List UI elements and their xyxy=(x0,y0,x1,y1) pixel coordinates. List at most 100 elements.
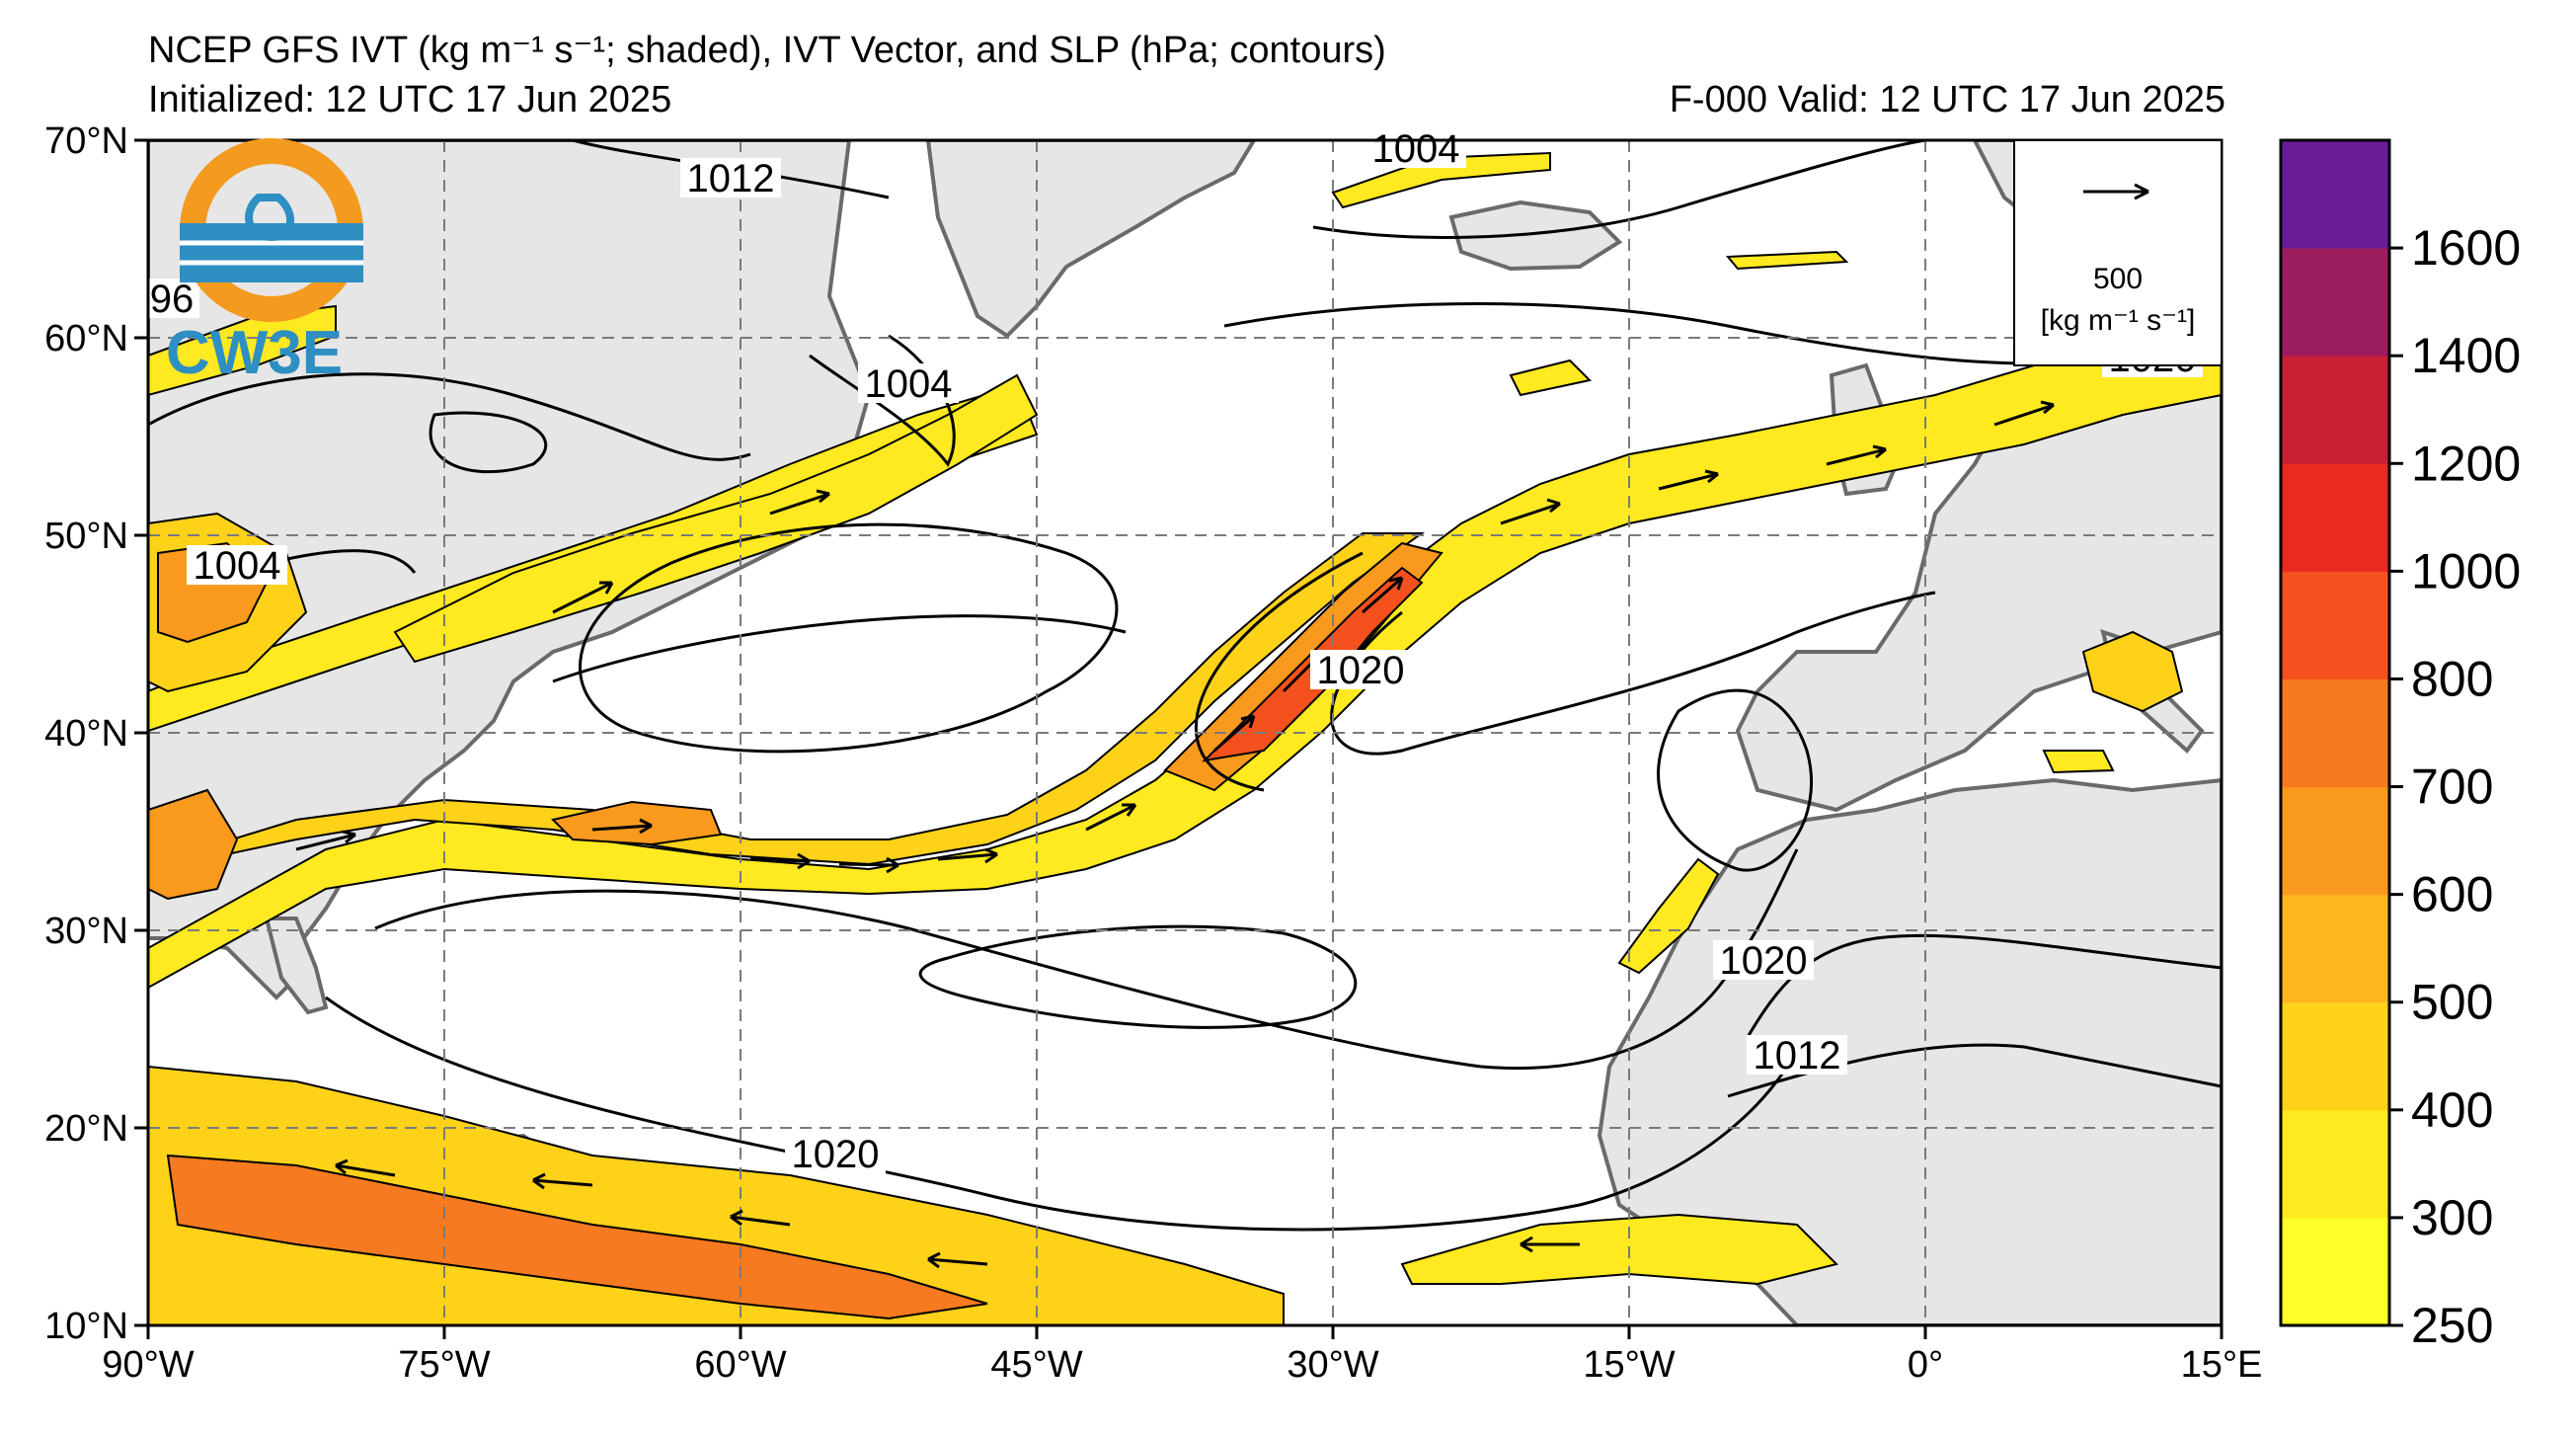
logo-text: CW3E xyxy=(166,319,343,387)
x-tick-label: 15°E xyxy=(2181,1344,2263,1386)
initialized-time: Initialized: 12 UTC 17 Jun 2025 xyxy=(148,79,672,120)
x-tick-label: 0° xyxy=(1908,1344,1943,1386)
contour-label: 1020 xyxy=(792,1133,880,1176)
colorbar-tick-label: 800 xyxy=(2411,651,2493,706)
ivt-atmospheric-river-core xyxy=(148,334,2222,990)
vector-legend-units: [kg m⁻¹ s⁻¹] xyxy=(2041,304,2196,337)
colorbar-segment xyxy=(2281,894,2389,1003)
slp-contour xyxy=(579,522,1119,754)
ivt-vector xyxy=(335,1158,396,1177)
ivt-vector xyxy=(1085,803,1137,832)
x-tick-label: 30°W xyxy=(1287,1344,1378,1386)
x-tick-label: 45°W xyxy=(990,1344,1082,1386)
colorbar-segment xyxy=(2281,678,2389,788)
contour-labels: 10121004100410201004102010201012102096 xyxy=(144,127,2203,1176)
colorbar-tick-label: 1200 xyxy=(2411,436,2521,491)
x-tick-label: 90°W xyxy=(102,1344,194,1386)
slp-contour xyxy=(429,411,548,474)
ivt-vector xyxy=(937,847,998,864)
ivt-vector xyxy=(1362,576,1404,614)
ivt-norwegian-strip-2 xyxy=(1725,250,1849,271)
contour-label-box xyxy=(785,1134,886,1173)
contour-label-box xyxy=(1747,1035,1847,1075)
contour-label-box xyxy=(680,158,781,198)
slp-contours xyxy=(148,140,2222,1232)
ivt-shading xyxy=(148,151,2222,1325)
colorbar-tick-label: 250 xyxy=(2411,1298,2493,1353)
slp-contour xyxy=(148,372,751,461)
ivt-vector xyxy=(769,489,830,516)
y-tick-label: 10°N xyxy=(44,1306,128,1347)
colorbar-segment xyxy=(2281,463,2389,572)
colorbar-tick-label: 600 xyxy=(2411,867,2493,922)
y-tick-label: 30°N xyxy=(44,911,128,952)
ivt-canary xyxy=(1617,857,1720,975)
contour-label-box xyxy=(858,363,959,403)
vector-legend: 500 [kg m⁻¹ s⁻¹] xyxy=(2013,139,2223,366)
ivt-west-africa xyxy=(1400,1213,1838,1286)
ivt-vector xyxy=(295,830,356,851)
colorbar-segment xyxy=(2281,1109,2389,1219)
contour-label: 1020 xyxy=(1317,649,1405,692)
landmass-florida xyxy=(264,917,329,1015)
contour-label-box xyxy=(1310,650,1411,689)
ivt-band-newfoundland xyxy=(393,373,1039,664)
colorbar-tick-label: 300 xyxy=(2411,1190,2493,1245)
ivt-vector xyxy=(1500,498,1561,525)
contour-label: 1020 xyxy=(1720,939,1808,983)
ivt-vector xyxy=(1213,714,1256,753)
ivt-mediterranean xyxy=(2081,630,2184,713)
map-panel: 10121004100410201004102010201012102096 xyxy=(144,127,2224,1327)
y-tick-label: 60°N xyxy=(44,318,128,359)
ivt-vector xyxy=(730,1209,791,1227)
colorbar-segment xyxy=(2281,356,2389,464)
x-tick-label: 75°W xyxy=(398,1344,490,1386)
slp-contour xyxy=(1746,933,2222,1038)
colorbar-frame xyxy=(2279,138,2391,1327)
contour-label-box xyxy=(1366,128,1466,168)
ivt-vector xyxy=(591,818,653,835)
slp-contour xyxy=(374,848,1799,1071)
slp-contour xyxy=(1223,302,2134,365)
logo-waves xyxy=(180,223,363,282)
graticule xyxy=(148,140,2222,1325)
ivt-tropical-core xyxy=(166,1154,988,1320)
colorbar-tick-label: 1400 xyxy=(2411,328,2521,383)
y-tick-label: 70°N xyxy=(44,120,128,162)
ivt-vector xyxy=(838,856,899,874)
colorbar-segment xyxy=(2281,1217,2389,1326)
cw3e-logo: CW3E xyxy=(166,138,363,387)
colorbar-segment xyxy=(2281,786,2389,896)
colorbar-tick-label: 400 xyxy=(2411,1082,2493,1138)
colorbar-segment xyxy=(2281,140,2389,249)
ivt-vectors xyxy=(295,400,2055,1269)
landmass-iceland xyxy=(1448,199,1623,272)
axes: 90°W 75°W 60°W 45°W 30°W 15°W 0° 15°E 70°N 60°N 50… xyxy=(44,120,2262,1386)
ivt-gulf-region xyxy=(148,788,239,901)
ivt-vector xyxy=(749,852,811,870)
slp-contour xyxy=(918,924,1358,1029)
contour-label: 1004 xyxy=(194,544,281,588)
contour-label: 1004 xyxy=(1372,127,1460,171)
ivt-vector xyxy=(927,1251,988,1269)
y-tick-label: 50°N xyxy=(44,516,128,557)
valid-time: F-000 Valid: 12 UTC 17 Jun 2025 xyxy=(1669,79,2225,120)
ivt-faroe xyxy=(1509,359,1593,397)
colorbar-tick-label: 1000 xyxy=(2411,543,2521,598)
colorbar: 250 300 400 500 600 700 800 1000 1200 1400 1600 xyxy=(2279,138,2521,1353)
y-tick-label: 40°N xyxy=(44,713,128,755)
colorbar-segment xyxy=(2281,571,2389,679)
contour-label: 1012 xyxy=(687,157,775,200)
colorbar-tick-label: 500 xyxy=(2411,975,2493,1030)
x-tick-label: 15°W xyxy=(1583,1344,1675,1386)
x-tick-label: 60°W xyxy=(694,1344,786,1386)
colorbar-segment xyxy=(2281,248,2389,357)
ivt-vector xyxy=(552,581,614,614)
logo-drop-icon xyxy=(245,194,295,242)
slp-contour xyxy=(1195,551,1364,792)
ivt-vector xyxy=(1520,1236,1580,1253)
landmass-greenland xyxy=(925,140,1257,339)
ivt-vector xyxy=(1826,444,1887,466)
ivt-tyrrhenian xyxy=(2042,750,2115,774)
